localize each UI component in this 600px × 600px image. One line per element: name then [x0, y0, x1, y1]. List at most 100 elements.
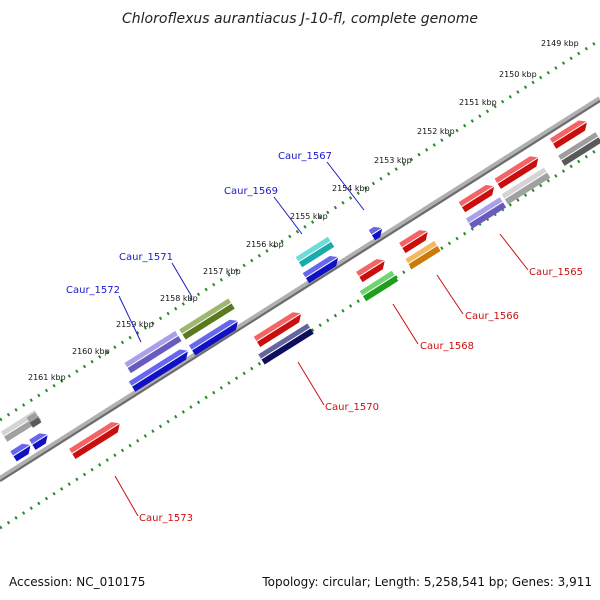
feature-bottom-face: [13, 445, 31, 462]
accession-text: Accession: NC_010175: [9, 575, 146, 589]
gene-label-caur_1568[interactable]: Caur_1568: [420, 341, 474, 352]
tick-label: 2158 kbp: [160, 294, 198, 303]
tick-label: 2161 kbp: [28, 373, 66, 382]
gene-feature[interactable]: [399, 230, 428, 254]
gene-feature[interactable]: [124, 330, 182, 374]
gene-feature[interactable]: [26, 412, 42, 428]
feature-bottom-face: [132, 351, 188, 392]
feature-top-face: [69, 422, 120, 454]
feature-bottom-face: [298, 241, 335, 268]
gene-label-caur_1569[interactable]: Caur_1569: [224, 186, 278, 197]
gene-feature[interactable]: [179, 298, 235, 340]
feature-top-face: [29, 433, 48, 444]
gene-feature[interactable]: [302, 255, 339, 284]
tick-label: 2155 kbp: [290, 212, 328, 221]
feature-bottom-face: [469, 202, 507, 229]
feature-top-face: [128, 349, 188, 386]
feature-bottom-face: [371, 228, 383, 241]
feature-top-face: [179, 298, 231, 334]
tick-label: 2154 kbp: [332, 184, 370, 193]
feature-top-face: [494, 156, 538, 183]
tick-label: 2152 kbp: [417, 127, 455, 136]
feature-bottom-face: [461, 186, 495, 213]
leader-line: [273, 196, 303, 235]
feature-top-face: [405, 240, 437, 264]
gene-feature[interactable]: [253, 312, 301, 347]
leader-line: [392, 303, 419, 345]
feature-bottom-face: [497, 158, 539, 189]
gene-feature[interactable]: [549, 120, 587, 149]
tick-label: 2160 kbp: [72, 347, 110, 356]
feature-top-face: [124, 330, 178, 368]
feature-bottom-face: [561, 137, 600, 166]
gene-feature[interactable]: [501, 167, 551, 205]
feature-bottom-face: [182, 303, 235, 340]
feature-group: [0, 120, 600, 462]
gene-feature[interactable]: [558, 132, 600, 166]
feature-top-face: [501, 167, 547, 199]
leader-line: [171, 262, 193, 298]
gene-label-caur_1566[interactable]: Caur_1566: [465, 311, 519, 322]
gene-label-caur_1567[interactable]: Caur_1567: [278, 151, 332, 162]
leader-line: [297, 361, 325, 406]
gene-feature[interactable]: [188, 319, 238, 356]
gene-label-caur_1565[interactable]: Caur_1565: [529, 267, 583, 278]
feature-bottom-face: [257, 314, 301, 347]
feature-bottom-face: [32, 435, 48, 450]
feature-top-face: [258, 323, 310, 359]
tick-label: 2159 kbp: [116, 320, 154, 329]
gene-label-caur_1571[interactable]: Caur_1571: [119, 252, 173, 263]
leader-line: [118, 295, 142, 343]
upper-track-dots: [0, 38, 600, 422]
tick-label: 2156 kbp: [246, 240, 284, 249]
feature-top-face: [549, 120, 587, 143]
gene-feature[interactable]: [405, 240, 441, 270]
feature-bottom-face: [72, 424, 120, 460]
feature-top-face: [188, 319, 238, 350]
feature-top-face: [302, 255, 338, 278]
tick-label: 2153 kbp: [374, 156, 412, 165]
feature-bottom-face: [192, 321, 238, 356]
gene-feature[interactable]: [10, 443, 31, 462]
tick-label: 2150 kbp: [499, 70, 537, 79]
gene-feature[interactable]: [494, 156, 539, 189]
genome-backbone-shade: [0, 100, 600, 482]
genome-backbone: [0, 96, 600, 482]
feature-bottom-face: [362, 275, 399, 302]
lower-track-dots: [0, 146, 600, 530]
gene-feature[interactable]: [258, 323, 314, 365]
feature-bottom-face: [127, 335, 182, 374]
leader-line: [114, 475, 139, 517]
leader-line: [436, 274, 464, 315]
gene-label-caur_1572[interactable]: Caur_1572: [66, 285, 120, 296]
gene-feature[interactable]: [356, 259, 385, 283]
gene-feature[interactable]: [295, 236, 335, 268]
feature-top-face: [295, 236, 331, 262]
leader-line: [326, 161, 365, 211]
tick-label: 2149 kbp: [541, 39, 579, 48]
gene-label-caur_1573[interactable]: Caur_1573: [139, 513, 193, 524]
gene-feature[interactable]: [368, 226, 383, 241]
feature-bottom-face: [359, 260, 385, 283]
feature-top-face: [465, 197, 503, 223]
tick-label: 2151 kbp: [459, 98, 497, 107]
tick-group: 2149 kbp 2150 kbp 2151 kbp 2152 kbp 2153 kbp…: [28, 39, 579, 382]
feature-top-face: [558, 132, 599, 160]
gene-feature[interactable]: [29, 433, 48, 450]
gene-feature[interactable]: [465, 197, 507, 229]
feature-bottom-face: [261, 328, 314, 365]
feature-top-face: [359, 270, 395, 296]
topology-text: Topology: circular; Length: 5,258,541 bp…: [262, 575, 592, 589]
feature-top-face: [458, 184, 494, 207]
gene-feature[interactable]: [69, 422, 120, 460]
gene-label-caur_1570[interactable]: Caur_1570: [325, 402, 379, 413]
tick-label: 2157 kbp: [203, 267, 241, 276]
feature-top-face: [368, 226, 382, 235]
gene-feature[interactable]: [128, 349, 188, 392]
feature-bottom-face: [504, 172, 551, 205]
feature-top-face: [10, 443, 30, 456]
gene-feature[interactable]: [458, 184, 495, 213]
gene-feature[interactable]: [359, 270, 399, 302]
feature-top-face: [399, 230, 428, 248]
